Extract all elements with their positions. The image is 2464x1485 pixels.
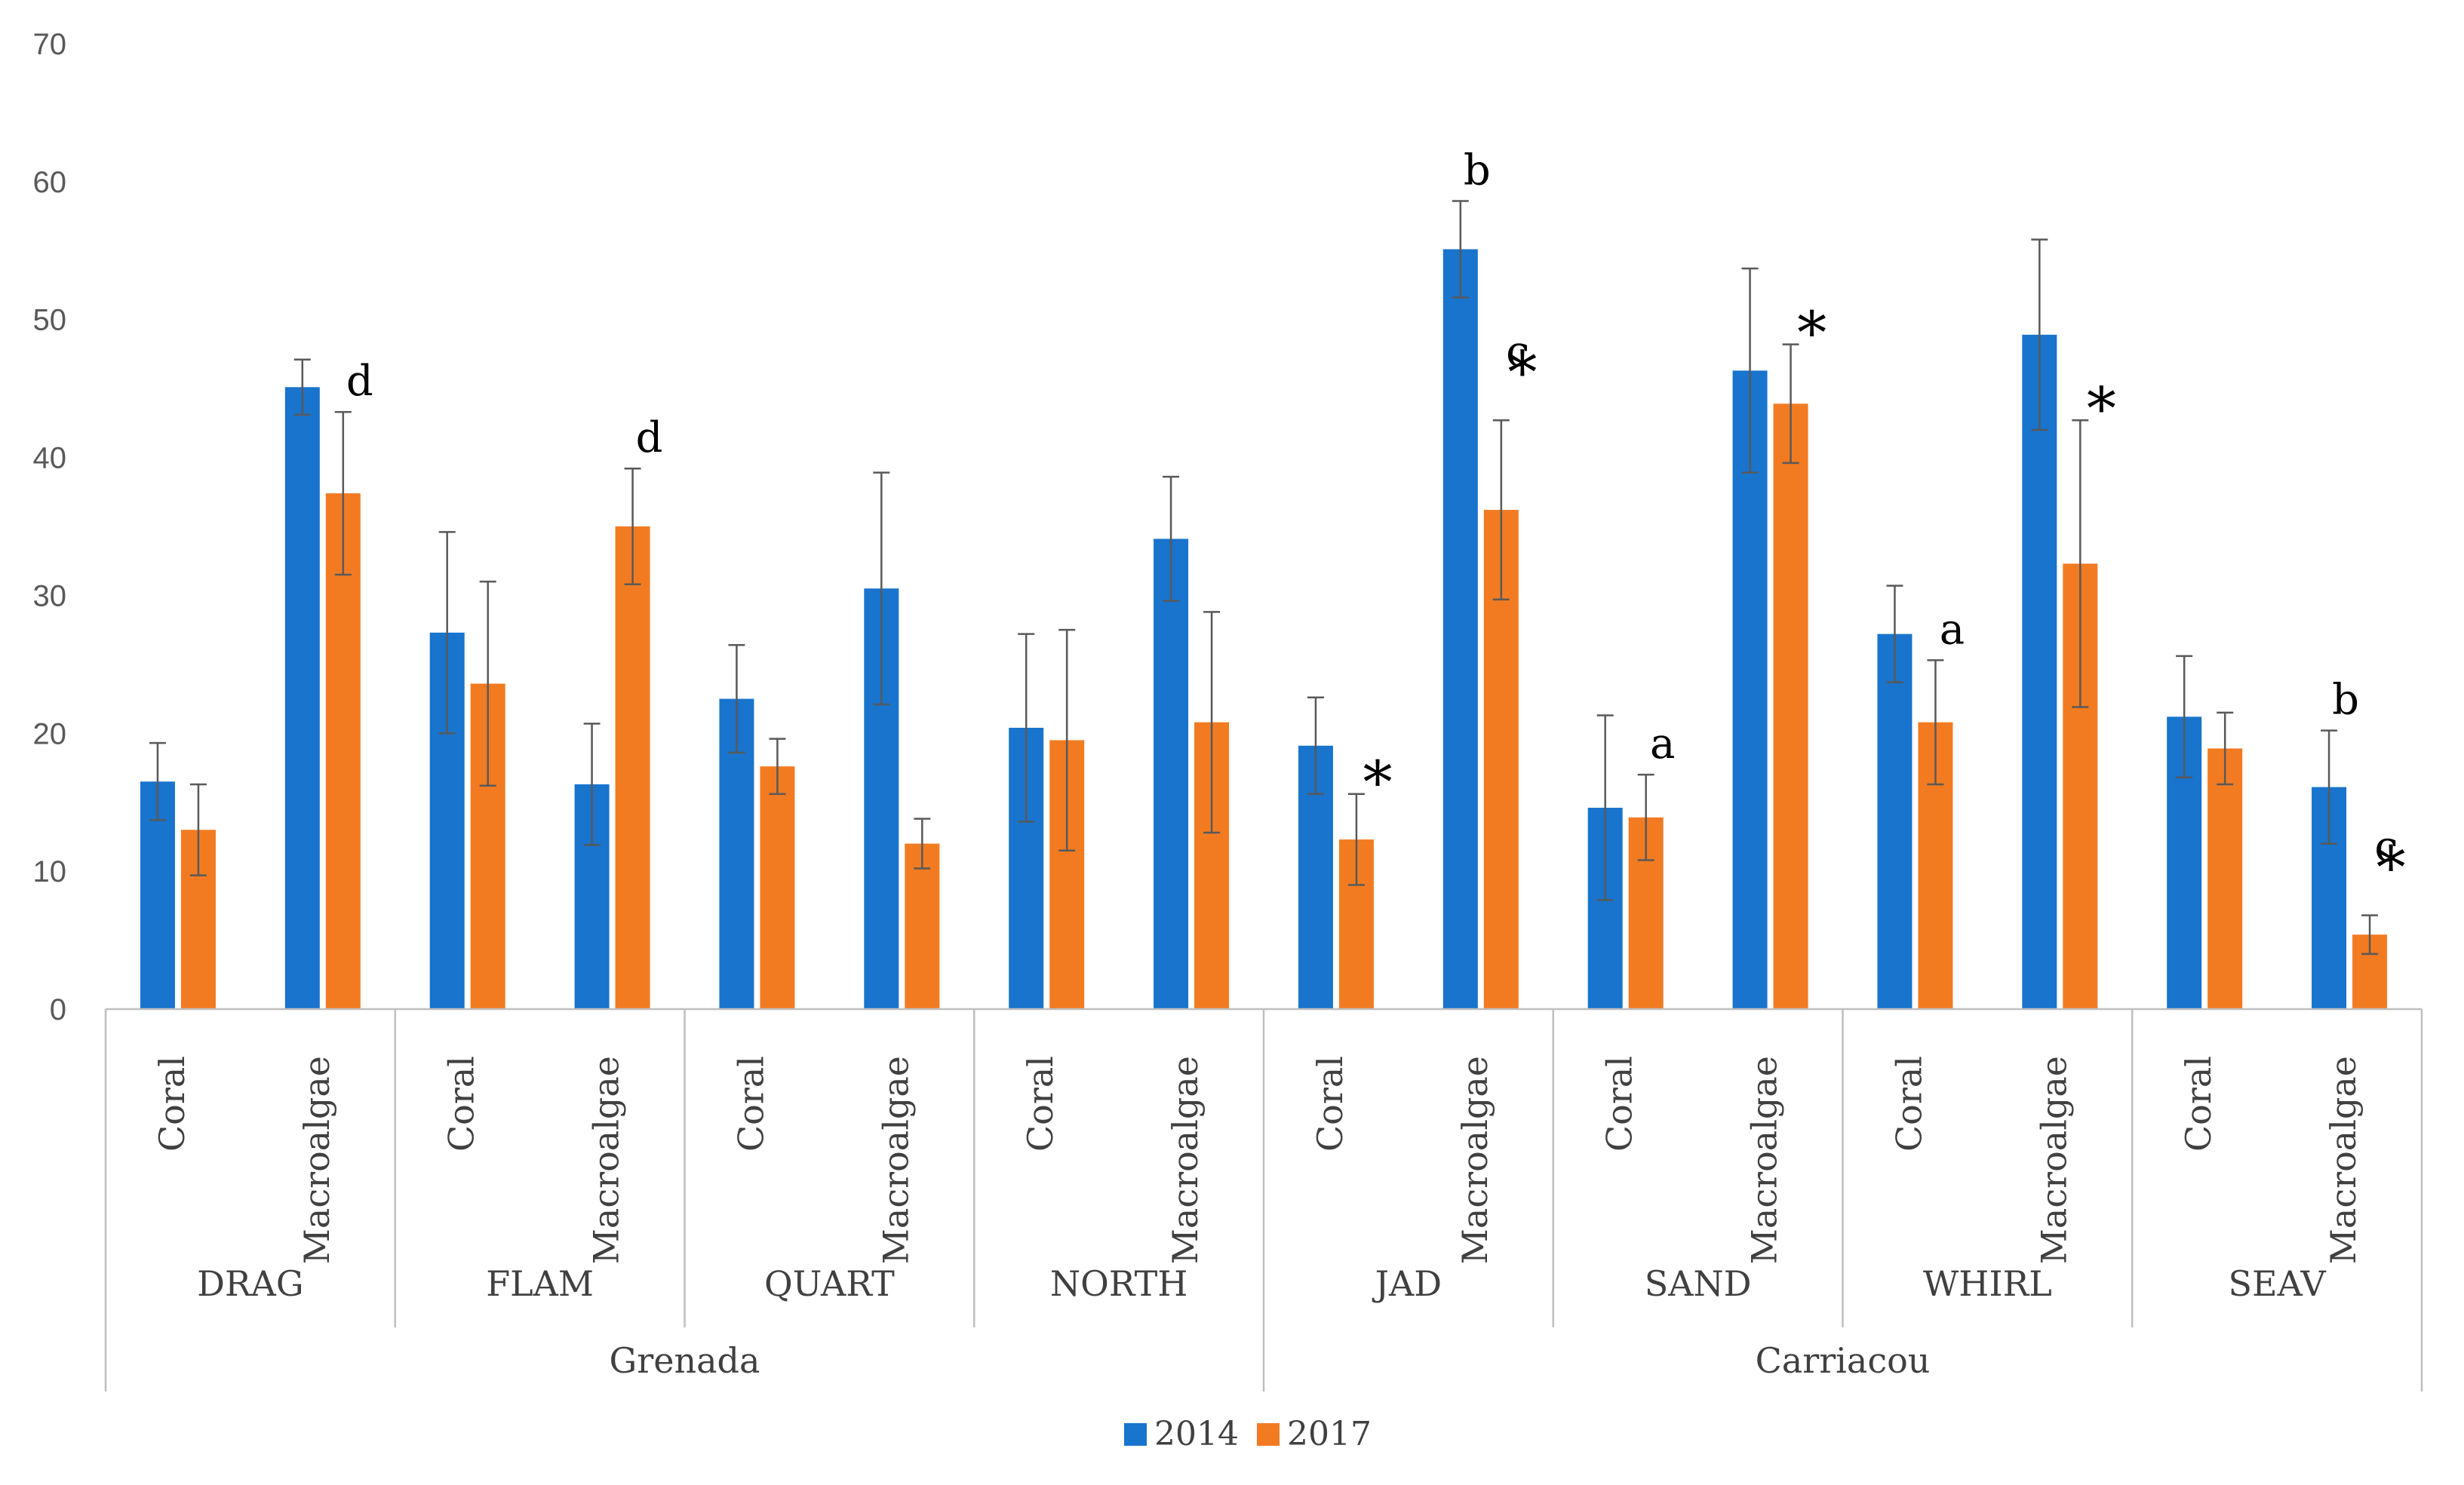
group-letter: c (2374, 823, 2398, 872)
bar-2014 (1154, 538, 1189, 1009)
category-label: Coral (1020, 1056, 1061, 1152)
bar-2014 (1442, 249, 1478, 1009)
category-label: Coral (1888, 1056, 1929, 1152)
group-letter: a (1940, 605, 1965, 654)
category-label: Coral (2178, 1056, 2219, 1152)
legend-label: 2014 (1154, 1415, 1239, 1453)
y-tick-label: 40 (33, 442, 67, 475)
category-label: Coral (441, 1056, 482, 1152)
category-label: Macroalgae (875, 1056, 916, 1264)
y-tick-label: 10 (33, 855, 67, 888)
bar-2017 (325, 493, 361, 1009)
group-letter: c (1506, 327, 1529, 376)
category-label: Coral (730, 1056, 771, 1152)
y-tick-label: 50 (33, 304, 67, 337)
annotations: dd*b*ca*a*b*c (346, 146, 2406, 902)
category-label: Macroalgae (1744, 1056, 1785, 1264)
bar-2017 (905, 843, 940, 1009)
significance-asterisk: * (1797, 300, 1826, 368)
site-label: JAD (1372, 1263, 1442, 1304)
legend: 2014 2017 (1124, 1415, 1372, 1453)
y-tick-label: 20 (33, 717, 67, 750)
y-axis: 0 10 20 30 40 50 60 70 (33, 28, 67, 1026)
error-bars (149, 200, 2379, 956)
y-tick-label: 30 (33, 579, 67, 612)
bar-2017 (2207, 748, 2243, 1009)
site-label: QUART (764, 1263, 895, 1304)
category-label: Macroalgae (2033, 1056, 2074, 1264)
site-label: WHIRL (1923, 1263, 2052, 1304)
bar-2014 (1877, 634, 1913, 1009)
group-letter: d (636, 413, 663, 462)
site-label: NORTH (1050, 1263, 1188, 1304)
bar-2014 (1732, 370, 1768, 1009)
significance-asterisk: * (2087, 376, 2116, 443)
region-label: Grenada (610, 1340, 760, 1381)
category-label: Macroalgae (1455, 1056, 1495, 1264)
significance-asterisk: * (2376, 835, 2406, 903)
bar-2017 (760, 766, 795, 1009)
bars (140, 249, 2388, 1009)
legend-swatch-2017 (1257, 1423, 1280, 1446)
legend-swatch-2014 (1124, 1423, 1147, 1446)
group-letter: a (1650, 719, 1675, 769)
group-letter: b (2332, 676, 2359, 725)
legend-label: 2017 (1287, 1415, 1372, 1453)
significance-asterisk: * (1507, 339, 1537, 407)
site-label: FLAM (486, 1263, 594, 1304)
bar-2017 (1773, 403, 1808, 1009)
site-label: SEAV (2229, 1263, 2327, 1304)
category-label: Macroalgae (586, 1056, 627, 1264)
y-tick-label: 70 (33, 28, 67, 61)
category-label: Coral (1599, 1056, 1640, 1152)
group-letter: d (346, 357, 373, 406)
site-label: SAND (1645, 1263, 1752, 1304)
bar-2017 (615, 526, 650, 1009)
category-label: Macroalgae (296, 1056, 337, 1264)
category-label: Macroalgae (1165, 1056, 1206, 1264)
bar-2014 (2022, 334, 2057, 1009)
y-tick-label: 0 (50, 993, 66, 1026)
y-tick-label: 60 (33, 166, 67, 199)
bar-2014 (284, 387, 320, 1009)
site-label: DRAG (197, 1263, 303, 1304)
x-axis: Coral Macroalgae Coral Macroalgae Coral Macro… (104, 1008, 2423, 1391)
region-label: Carriacou (1756, 1340, 1931, 1381)
category-label: Coral (152, 1056, 192, 1152)
group-letter: b (1464, 146, 1491, 195)
significance-asterisk: * (1363, 750, 1392, 818)
category-label: Macroalgae (2323, 1056, 2364, 1264)
category-label: Coral (1310, 1056, 1350, 1152)
